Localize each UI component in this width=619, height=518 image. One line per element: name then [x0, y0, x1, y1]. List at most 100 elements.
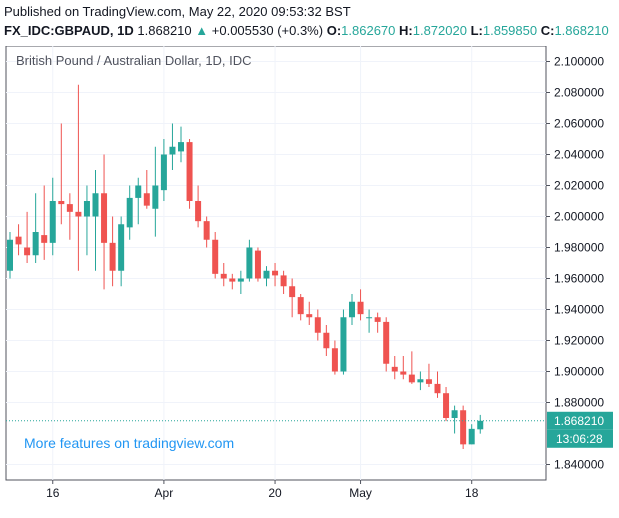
- low-label: L:: [470, 23, 483, 38]
- candle: [314, 309, 321, 341]
- candle-body: [195, 201, 202, 222]
- candlestick-chart[interactable]: 2.100000 2.080000 2.060000 2.040000 2.020000…: [0, 45, 619, 513]
- candle: [169, 123, 176, 170]
- candle-body: [246, 247, 253, 279]
- chart-frame[interactable]: 2.100000 2.080000 2.060000 2.040000 2.020000…: [0, 45, 619, 513]
- candle-body: [254, 250, 261, 279]
- x-tick-label: 16: [46, 486, 60, 500]
- published-line: Published on TradingView.com, May 22, 20…: [4, 4, 351, 19]
- y-tick-label: 2.020000: [554, 179, 604, 193]
- x-tick-label: 18: [465, 486, 479, 500]
- candle: [323, 325, 330, 356]
- candle-body: [340, 317, 347, 372]
- candle-body: [391, 366, 398, 372]
- candle: [417, 371, 424, 391]
- candle-body: [280, 275, 287, 287]
- candle: [66, 193, 73, 240]
- candle-body: [400, 371, 407, 375]
- candle-body: [41, 235, 48, 243]
- candle: [118, 216, 125, 287]
- candle: [400, 356, 407, 380]
- candle-body: [83, 201, 90, 217]
- grid-lines: [6, 46, 546, 480]
- candle: [58, 123, 65, 225]
- candle-body: [49, 201, 56, 243]
- candles: [7, 84, 484, 449]
- candle-body: [203, 221, 210, 240]
- x-tick-label: May: [349, 486, 372, 500]
- candle: [340, 309, 347, 375]
- candle-body: [143, 193, 150, 206]
- watermark-link[interactable]: More features on tradingview.com: [24, 435, 234, 451]
- candle-body: [135, 185, 142, 198]
- candle-body: [357, 301, 364, 315]
- candle: [357, 289, 364, 321]
- candle: [434, 371, 441, 398]
- candle: [443, 387, 450, 422]
- candle: [366, 309, 373, 333]
- last-price-badge: [547, 411, 613, 430]
- candle: [160, 139, 167, 201]
- candle-body: [160, 154, 167, 191]
- candle: [126, 185, 133, 240]
- candle: [41, 185, 48, 260]
- candle-body: [229, 278, 236, 282]
- candle: [212, 232, 219, 279]
- candle: [297, 294, 304, 321]
- low-value: 1.859850: [482, 23, 538, 38]
- candle-body: [32, 232, 39, 256]
- candle-body: [408, 374, 415, 383]
- candle: [460, 405, 467, 449]
- candle-body: [468, 428, 475, 445]
- close-label: C:: [540, 23, 555, 38]
- last-price-badge-label: 1.868210: [554, 414, 604, 428]
- candle: [349, 294, 355, 325]
- candle-body: [383, 321, 390, 364]
- candle-body: [7, 239, 13, 271]
- close-value: 1.868210: [554, 23, 609, 38]
- chart-title: British Pound / Australian Dollar, 1D, I…: [16, 53, 252, 68]
- candle-body: [178, 142, 184, 152]
- candle: [451, 405, 458, 434]
- candle: [425, 363, 432, 387]
- y-tick-label: 1.920000: [554, 334, 604, 348]
- x-tick-label: Apr: [155, 486, 174, 500]
- y-tick-label: 1.980000: [554, 241, 604, 255]
- candle-body: [263, 270, 270, 279]
- open-value: 1.862670: [341, 23, 396, 38]
- candle: [280, 270, 287, 294]
- candle-body: [460, 410, 467, 445]
- candle: [135, 177, 142, 225]
- y-tick-label: 1.960000: [554, 272, 604, 286]
- candle-body: [169, 146, 176, 155]
- candle-body: [451, 410, 458, 418]
- high-label: H:: [399, 23, 413, 38]
- candle-body: [477, 420, 484, 430]
- candle-body: [425, 379, 432, 384]
- candle: [383, 317, 390, 372]
- candle: [477, 414, 484, 434]
- candle: [263, 266, 270, 287]
- candle: [24, 211, 31, 263]
- last-price: 1.868210: [137, 23, 192, 38]
- candle-body: [237, 278, 244, 282]
- candle-body: [297, 297, 304, 315]
- candle: [49, 177, 56, 256]
- candle: [152, 146, 159, 237]
- y-tick-label: 2.080000: [554, 86, 604, 100]
- candle: [186, 139, 193, 209]
- candle-body: [417, 379, 424, 383]
- y-tick-label: 2.060000: [554, 117, 604, 131]
- candle-body: [152, 185, 159, 209]
- candle-body: [314, 317, 321, 333]
- candle-body: [443, 393, 450, 418]
- candle-body: [374, 317, 381, 322]
- candle: [272, 263, 279, 287]
- candle-body: [349, 301, 355, 318]
- candle: [101, 154, 108, 290]
- candle: [331, 340, 338, 375]
- candle: [408, 351, 415, 384]
- candle: [195, 185, 202, 228]
- x-tick-label: 20: [268, 486, 282, 500]
- y-tick-label: 1.880000: [554, 396, 604, 410]
